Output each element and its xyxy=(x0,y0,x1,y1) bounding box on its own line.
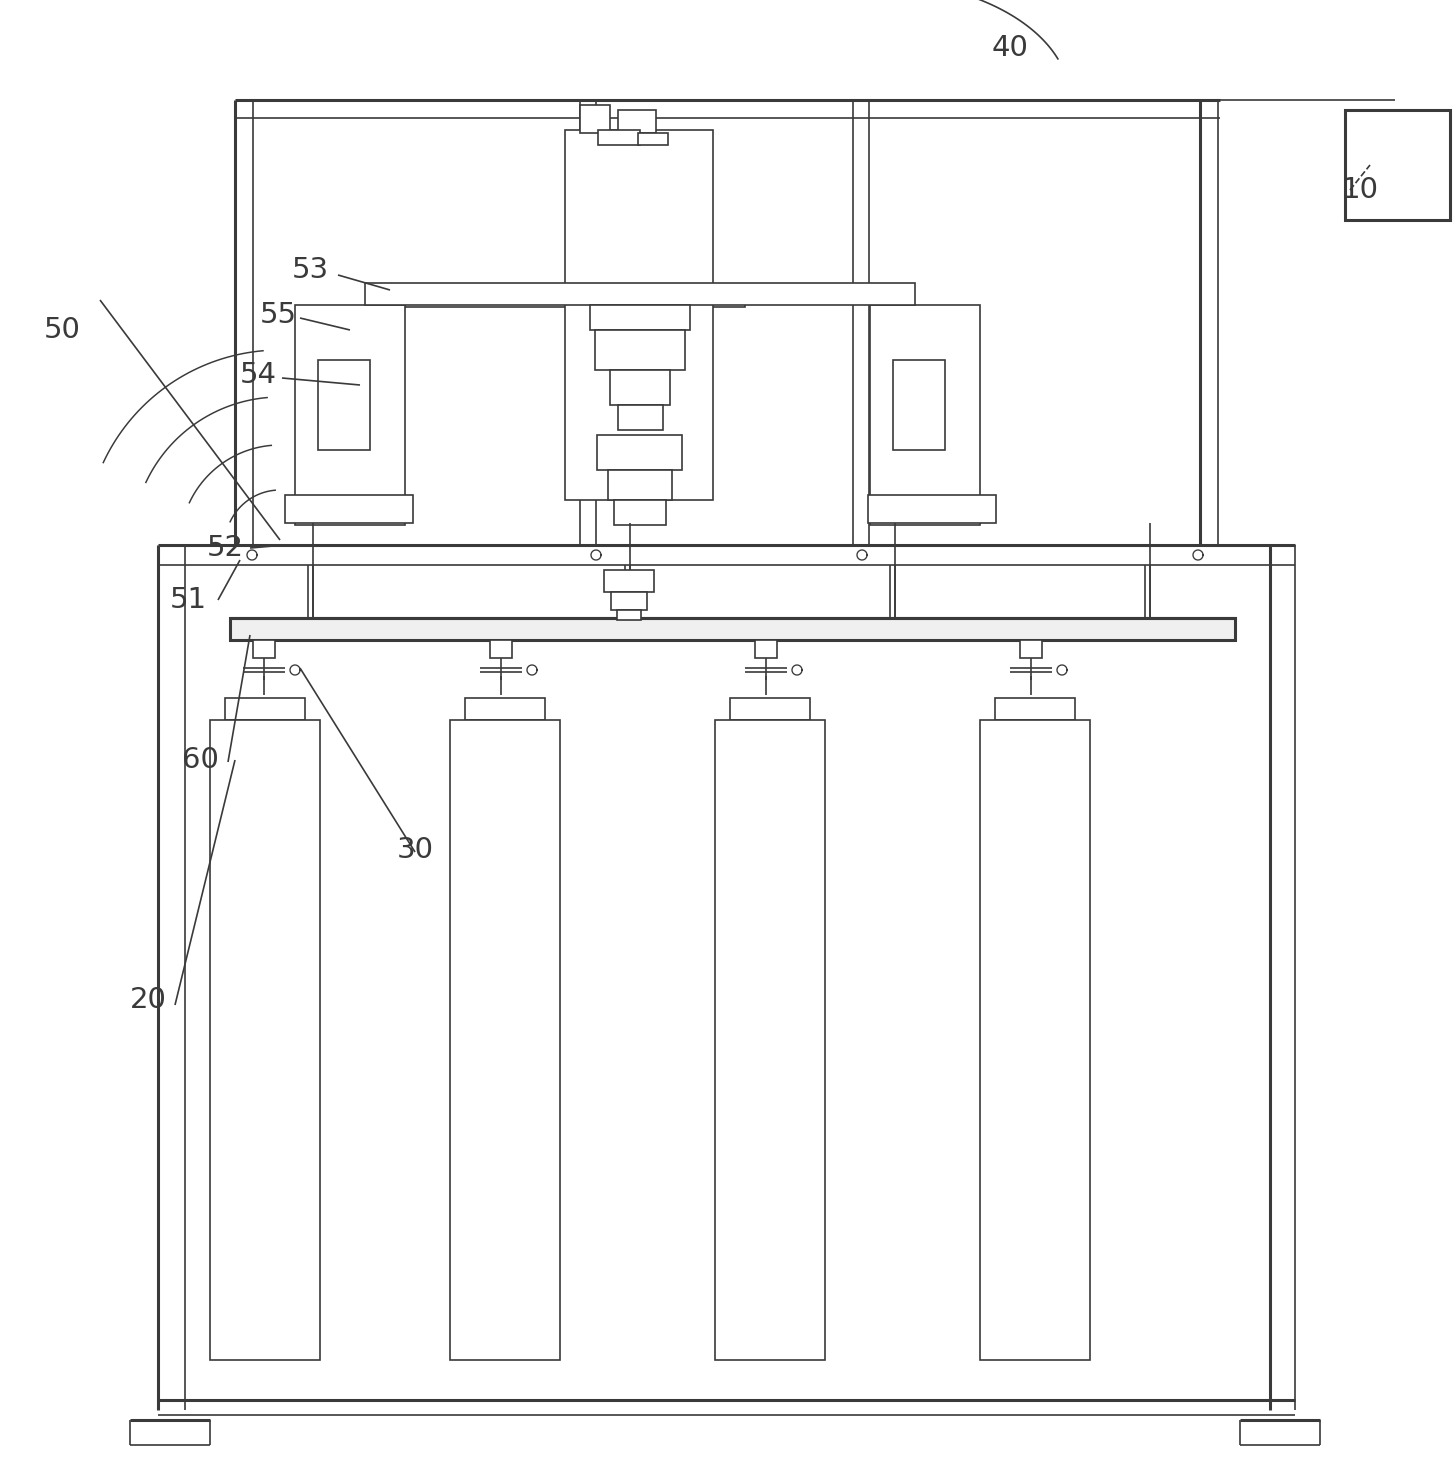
Bar xyxy=(598,436,682,469)
Bar xyxy=(318,359,369,450)
Bar xyxy=(566,131,712,500)
Bar xyxy=(295,305,406,525)
Text: 55: 55 xyxy=(259,301,297,329)
Bar xyxy=(730,698,810,720)
Text: 52: 52 xyxy=(206,534,243,562)
Bar xyxy=(598,131,640,145)
Bar xyxy=(595,330,685,370)
Bar xyxy=(614,500,666,525)
Bar xyxy=(616,610,641,621)
Bar xyxy=(253,640,275,659)
Text: 50: 50 xyxy=(44,315,80,343)
Text: 40: 40 xyxy=(992,34,1028,62)
Bar xyxy=(209,720,320,1360)
Bar xyxy=(868,494,996,524)
Bar xyxy=(490,640,512,659)
Bar xyxy=(369,285,744,307)
Text: 60: 60 xyxy=(182,747,218,775)
Bar xyxy=(285,494,413,524)
Text: 30: 30 xyxy=(397,836,433,864)
Bar xyxy=(638,133,667,145)
Text: 20: 20 xyxy=(129,986,166,1014)
Bar xyxy=(995,698,1075,720)
Bar xyxy=(715,720,824,1360)
Bar xyxy=(618,110,656,133)
Bar xyxy=(225,698,305,720)
Bar xyxy=(449,720,560,1360)
Text: 53: 53 xyxy=(291,257,329,285)
Bar xyxy=(611,370,670,405)
Bar xyxy=(893,359,945,450)
Bar xyxy=(1345,110,1450,220)
Bar xyxy=(980,720,1090,1360)
Bar xyxy=(590,305,691,330)
Bar xyxy=(603,571,654,593)
Bar xyxy=(365,283,915,305)
Bar xyxy=(618,405,663,430)
Text: 10: 10 xyxy=(1342,176,1378,204)
Bar xyxy=(465,698,545,720)
Bar xyxy=(1021,640,1043,659)
Bar xyxy=(755,640,776,659)
Bar xyxy=(230,618,1234,640)
Bar xyxy=(869,305,980,525)
Text: 51: 51 xyxy=(170,585,206,615)
Bar xyxy=(580,106,611,133)
Bar xyxy=(611,593,647,610)
Bar xyxy=(608,469,672,500)
Text: 54: 54 xyxy=(240,361,276,389)
